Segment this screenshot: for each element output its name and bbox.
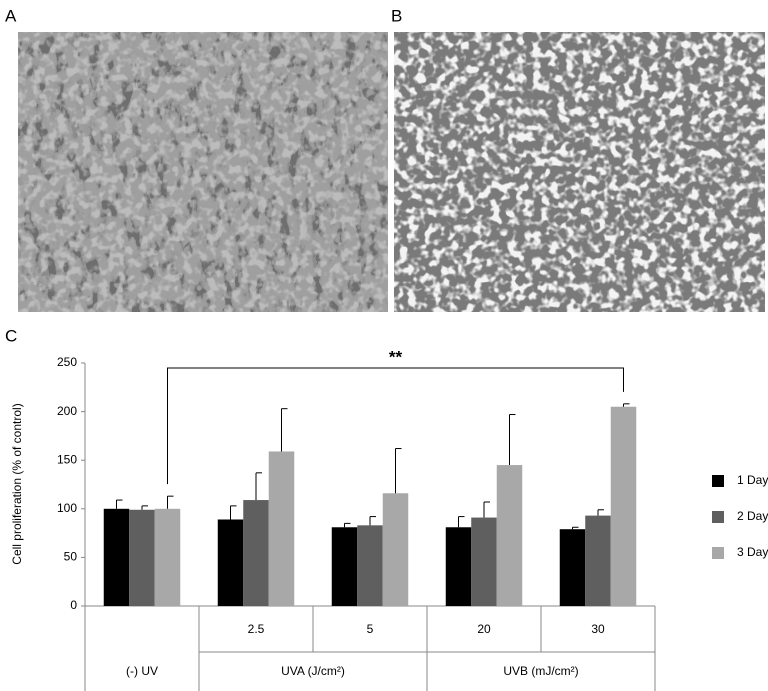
y-tick-label: 0: [70, 598, 77, 612]
significance-label: **: [389, 347, 403, 366]
bar: [471, 517, 497, 606]
bar: [154, 508, 181, 606]
bar: [496, 465, 523, 606]
legend-label: 1 Day: [737, 473, 768, 487]
bar: [445, 527, 472, 606]
bar: [129, 509, 155, 606]
group-label: (-) UV: [126, 664, 158, 678]
bar: [610, 406, 637, 606]
y-tick-label: 100: [57, 501, 77, 515]
legend-swatch: [712, 475, 724, 487]
x-tick-label: 20: [477, 622, 491, 636]
bar: [243, 500, 269, 606]
y-tick-label: 200: [57, 404, 77, 418]
bar: [382, 493, 409, 606]
y-tick-label: 150: [57, 452, 77, 466]
x-tick-label: 30: [591, 622, 605, 636]
bar: [357, 525, 383, 606]
bar: [103, 508, 130, 606]
micrograph-a: [18, 32, 388, 312]
bar: [217, 519, 244, 606]
significance-bracket: [167, 367, 624, 485]
panel-label: A: [5, 6, 17, 25]
legend-label: 3 Day: [737, 545, 768, 559]
legend-swatch: [712, 547, 724, 559]
legend-swatch: [712, 511, 724, 523]
bar: [585, 515, 611, 606]
panel-label: B: [391, 6, 402, 25]
panel-label: C: [5, 326, 17, 345]
bar: [559, 529, 586, 606]
y-axis-label: Cell proliferation (% of control): [10, 403, 24, 564]
x-tick-label: 5: [367, 622, 374, 636]
bar: [268, 451, 295, 606]
legend-label: 2 Day: [737, 509, 768, 523]
y-tick-label: 50: [64, 550, 78, 564]
group-label: UVB (mJ/cm²): [503, 664, 578, 678]
group-label: UVA (J/cm²): [281, 664, 345, 678]
micrograph-b: [394, 32, 765, 312]
x-tick-label: 2.5: [248, 622, 265, 636]
y-tick-label: 250: [57, 355, 77, 369]
bar: [331, 527, 358, 606]
